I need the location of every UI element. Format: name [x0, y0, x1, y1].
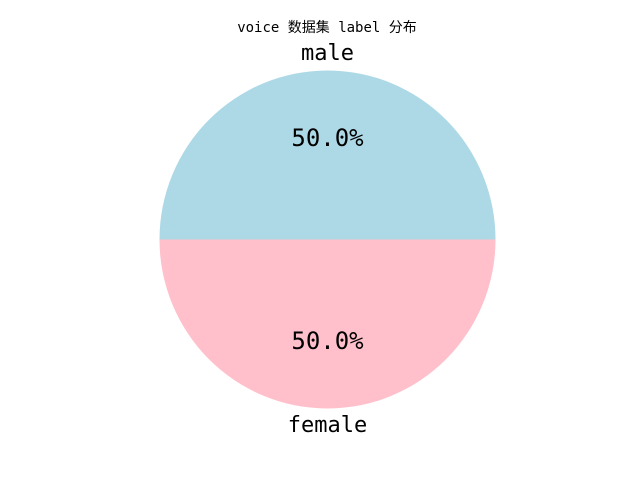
chart-title: voice 数据集 label 分布	[237, 19, 417, 36]
pie-slices	[159, 70, 496, 409]
slice-label-female: female	[288, 413, 367, 438]
pie-labels: female 50.0% male 50.0%	[288, 41, 367, 438]
slice-label-male: male	[301, 41, 354, 66]
percent-label-male: 50.0%	[291, 124, 364, 152]
pie-slice-male	[159, 70, 496, 240]
percent-label-female: 50.0%	[291, 327, 364, 355]
pie-slice-female	[159, 239, 496, 409]
